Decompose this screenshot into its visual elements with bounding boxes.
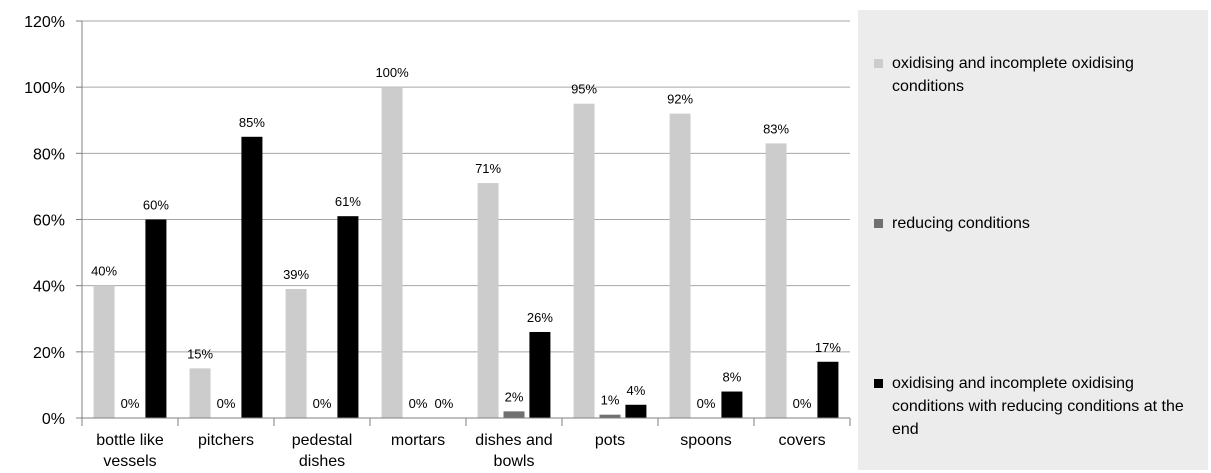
y-tick-label: 0% — [42, 411, 65, 428]
bar — [817, 361, 839, 418]
bar — [145, 219, 167, 418]
legend-item-oxidising: oxidising and incomplete oxidising condi… — [874, 52, 1204, 98]
bar — [721, 391, 743, 418]
x-category-label: pitchers — [198, 432, 254, 449]
bar — [503, 411, 525, 418]
data-label: 71% — [475, 161, 501, 176]
data-label: 40% — [91, 264, 117, 279]
y-tick-label: 120% — [24, 14, 65, 31]
bar — [625, 404, 647, 418]
x-axis-category-labels: bottle like vessels pitchers pedestal dishes… — [96, 432, 825, 470]
x-category-label: spoons — [680, 432, 732, 449]
data-label: 1% — [601, 393, 620, 408]
bar — [669, 113, 691, 418]
data-label: 0% — [121, 396, 140, 411]
legend-swatch-oxidising-reducing-end — [874, 379, 883, 388]
legend-item-reducing: reducing conditions — [874, 212, 1204, 235]
data-label: 39% — [283, 267, 309, 282]
bar — [477, 183, 499, 418]
bars — [93, 87, 839, 419]
data-label: 0% — [435, 396, 454, 411]
axes — [76, 20, 851, 426]
bar — [189, 368, 211, 418]
bar — [529, 331, 551, 418]
bar — [573, 103, 595, 418]
bar — [337, 216, 359, 418]
bar — [381, 87, 403, 419]
y-tick-label: 40% — [33, 279, 65, 296]
x-category-label: pots — [595, 432, 625, 449]
data-label: 100% — [375, 65, 409, 80]
x-category-label: dishes — [299, 453, 345, 470]
x-category-label: mortars — [391, 432, 445, 449]
bar — [93, 285, 115, 418]
data-label: 83% — [763, 121, 789, 136]
legend: oxidising and incomplete oxidising condi… — [858, 10, 1208, 470]
x-category-label: dishes and — [475, 432, 552, 449]
data-label: 8% — [723, 370, 742, 385]
y-tick-label: 80% — [33, 146, 65, 163]
data-label: 2% — [505, 389, 524, 404]
data-label: 95% — [571, 82, 597, 97]
legend-swatch-reducing — [874, 219, 883, 228]
y-tick-label: 100% — [24, 80, 65, 97]
data-label: 15% — [187, 346, 213, 361]
data-label: 17% — [815, 340, 841, 355]
x-category-label: pedestal — [292, 432, 353, 449]
data-labels: 40% 0% 60% 15% 0% 85% 39% 0% 61% 100% 0% 0% 71% 2% 26%… — [91, 65, 841, 411]
bar — [599, 414, 621, 418]
y-tick-label: 20% — [33, 345, 65, 362]
data-label: 26% — [527, 310, 553, 325]
data-label: 61% — [335, 194, 361, 209]
bar — [285, 288, 307, 418]
data-label: 92% — [667, 92, 693, 107]
data-label: 0% — [793, 396, 812, 411]
x-category-label: bowls — [494, 453, 535, 470]
legend-swatch-oxidising — [874, 59, 883, 68]
y-tick-label: 60% — [33, 213, 65, 230]
data-label: 0% — [217, 396, 236, 411]
data-label: 0% — [409, 396, 428, 411]
x-category-label: covers — [778, 432, 825, 449]
bar-chart: 0% 20% 40% 60% 80% 100% 120% 40% 0% 60% 15% 0% 85% 3… — [24, 14, 851, 470]
data-label: 4% — [627, 383, 646, 398]
legend-label-oxidising: oxidising and incomplete oxidising condi… — [892, 55, 1134, 95]
x-category-label: bottle like — [96, 432, 164, 449]
bar — [765, 143, 787, 419]
y-axis-tick-labels: 0% 20% 40% 60% 80% 100% 120% — [24, 14, 65, 428]
legend-item-oxidising-reducing-end: oxidising and incomplete oxidising condi… — [874, 372, 1204, 441]
x-category-label: vessels — [103, 453, 156, 470]
data-label: 85% — [239, 115, 265, 130]
data-label: 60% — [143, 198, 169, 213]
data-label: 0% — [697, 396, 716, 411]
legend-label-oxidising-reducing-end: oxidising and incomplete oxidising condi… — [892, 375, 1184, 438]
legend-label-reducing: reducing conditions — [892, 215, 1030, 232]
gridlines — [82, 20, 850, 353]
bar — [241, 136, 263, 418]
data-label: 0% — [313, 396, 332, 411]
